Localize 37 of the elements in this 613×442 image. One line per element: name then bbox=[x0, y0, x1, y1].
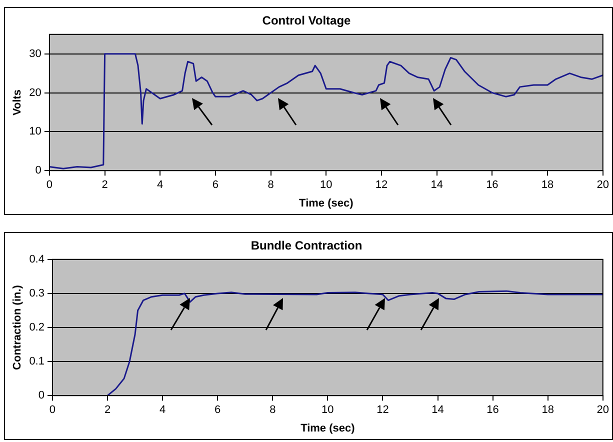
y-tick-label: 20 bbox=[29, 86, 42, 99]
x-tick-label: 2 bbox=[102, 179, 108, 192]
y-axis-title: Contraction (in.) bbox=[12, 284, 24, 370]
y-tick-label: 30 bbox=[29, 48, 42, 60]
chart-title: Bundle Contraction bbox=[250, 238, 362, 253]
chart-title: Control Voltage bbox=[262, 14, 352, 28]
y-tick-label: 0 bbox=[35, 164, 42, 177]
x-tick-label: 4 bbox=[157, 179, 164, 192]
x-tick-label: 14 bbox=[432, 404, 444, 416]
x-tick-label: 20 bbox=[596, 179, 610, 192]
x-axis-title: Time (sec) bbox=[299, 197, 354, 210]
x-tick-label: 8 bbox=[268, 179, 274, 192]
x-tick-label: 4 bbox=[160, 404, 166, 416]
y-tick-label: 0.3 bbox=[29, 287, 44, 300]
x-tick-label: 16 bbox=[486, 404, 499, 416]
x-tick-label: 10 bbox=[322, 404, 334, 416]
x-tick-label: 12 bbox=[375, 179, 388, 192]
x-tick-label: 12 bbox=[376, 404, 389, 416]
x-tick-label: 6 bbox=[212, 179, 219, 192]
y-tick-label: 0.2 bbox=[29, 322, 44, 334]
y-tick-label: 0.4 bbox=[29, 253, 44, 266]
x-tick-label: 18 bbox=[541, 179, 554, 192]
x-tick-label: 8 bbox=[270, 404, 276, 416]
x-tick-label: 2 bbox=[104, 404, 111, 416]
x-tick-label: 18 bbox=[542, 404, 554, 416]
x-axis-title: Time (sec) bbox=[300, 422, 356, 434]
y-tick-label: 0 bbox=[38, 390, 44, 402]
y-axis-title: Volts bbox=[12, 89, 24, 116]
x-tick-label: 16 bbox=[486, 179, 498, 192]
y-tick-label: 0.1 bbox=[29, 356, 44, 368]
x-tick-label: 0 bbox=[46, 179, 52, 192]
y-tick-label: 10 bbox=[29, 126, 42, 138]
x-tick-label: 0 bbox=[49, 404, 56, 416]
x-tick-label: 10 bbox=[320, 179, 332, 192]
x-tick-label: 14 bbox=[430, 179, 443, 192]
x-tick-label: 20 bbox=[596, 404, 610, 416]
x-tick-label: 6 bbox=[214, 404, 221, 416]
